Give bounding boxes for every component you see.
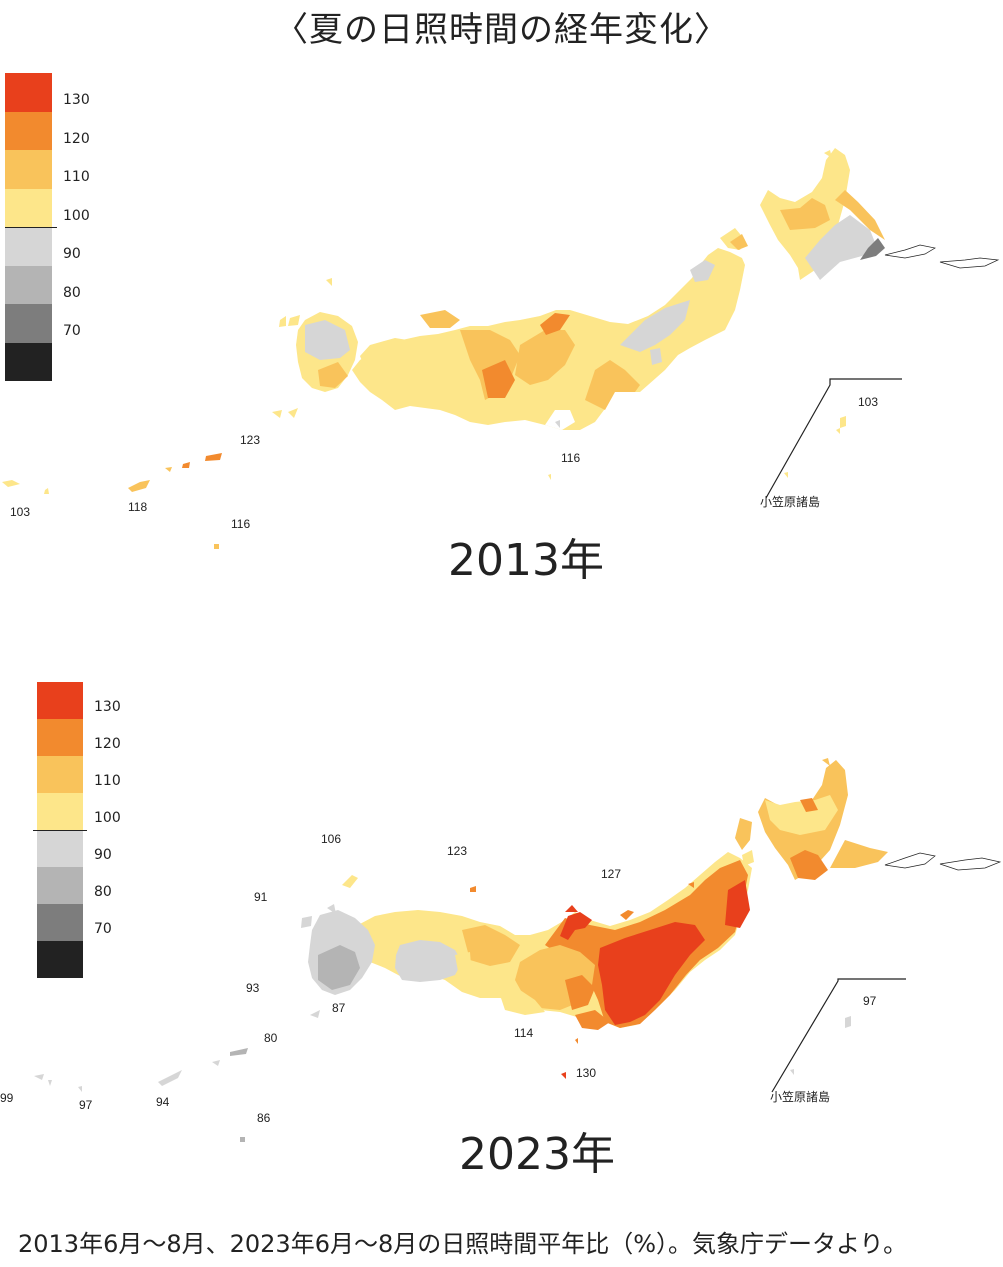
year-2013: 2013年 [448,535,604,586]
value-yaeyama: 99 [0,1091,14,1105]
legend-label-100: 100 [63,207,90,224]
value-tsushima: 106 [321,832,341,846]
legend-swatch-70 [5,304,52,343]
legend-label-80: 80 [63,284,81,301]
legend-swatch-130 [37,682,83,719]
value-izu: 116 [561,451,580,465]
legend-swatch-70 [37,904,83,941]
legend-label-110: 110 [63,169,90,185]
value-yonaguni: 97 [79,1098,93,1112]
legend-swatch-100 [5,188,52,227]
legend-label-70: 70 [94,921,112,937]
value-amami: 80 [264,1031,278,1045]
figure-title: 〈夏の日照時間の経年変化〉 [274,10,729,50]
shikoku [395,940,462,982]
legend-label-90: 90 [94,847,112,863]
legend-swatch-110 [37,756,83,793]
legend-2023: 130 120 110 100 90 80 70 [33,682,147,982]
value-amami: 123 [240,433,260,447]
value-izu-n: 114 [514,1026,533,1040]
legend-swatch-80 [5,265,52,304]
legend-baseline-100 [5,227,57,228]
map-2023: 97 130 114 127 123 106 91 93 87 80 94 99… [0,740,1003,1160]
legend-baseline-100 [33,830,87,831]
value-ogasawara: 97 [863,994,877,1008]
legend-swatch-90 [37,830,83,867]
legend-swatch-90 [5,227,52,266]
legend-swatch-100 [37,793,83,830]
legend-swatch-below-70 [37,941,83,978]
legend-2013: 130 120 110 100 90 80 70 [5,73,115,383]
footnote: 2013年6月〜8月、2023年6月〜8月の日照時間平年比（%）。気象庁データよ… [18,1230,908,1258]
legend-label-100: 100 [94,810,121,826]
value-yaeyama: 103 [10,505,30,519]
legend-swatch-120 [5,111,52,150]
legend-label-120: 120 [63,130,90,147]
value-okinawa: 94 [156,1095,170,1109]
value-daito: 116 [231,517,250,531]
value-kyushu-w: 93 [246,981,260,995]
value-kyushu-s: 87 [332,1001,346,1015]
ogasawara-label: 小笠原諸島 [760,494,820,509]
legend-label-130: 130 [94,699,121,715]
value-okinawa: 118 [128,500,147,514]
ogasawara-label: 小笠原諸島 [770,1089,830,1104]
map-2013: 103 116 123 118 103 116 小笠原諸島 [0,130,1003,570]
legend-label-70: 70 [63,323,81,339]
legend-swatch-below-70 [5,342,52,381]
legend-label-120: 120 [94,736,121,752]
value-ogasawara: 103 [858,395,878,409]
legend-label-80: 80 [94,884,112,900]
legend-swatch-80 [37,867,83,904]
legend-swatch-130 [5,73,52,112]
value-tohoku: 127 [601,867,621,881]
legend-label-110: 110 [94,773,121,789]
year-2023: 2023年 [459,1129,615,1180]
legend-label-130: 130 [63,92,90,108]
value-goto: 91 [254,890,268,904]
value-daito: 86 [257,1111,271,1125]
shikoku [360,338,450,378]
legend-swatch-110 [5,150,52,189]
value-izu: 130 [576,1066,596,1080]
legend-swatch-120 [37,719,83,756]
legend-label-90: 90 [63,246,81,262]
value-hokuriku: 123 [447,844,467,858]
